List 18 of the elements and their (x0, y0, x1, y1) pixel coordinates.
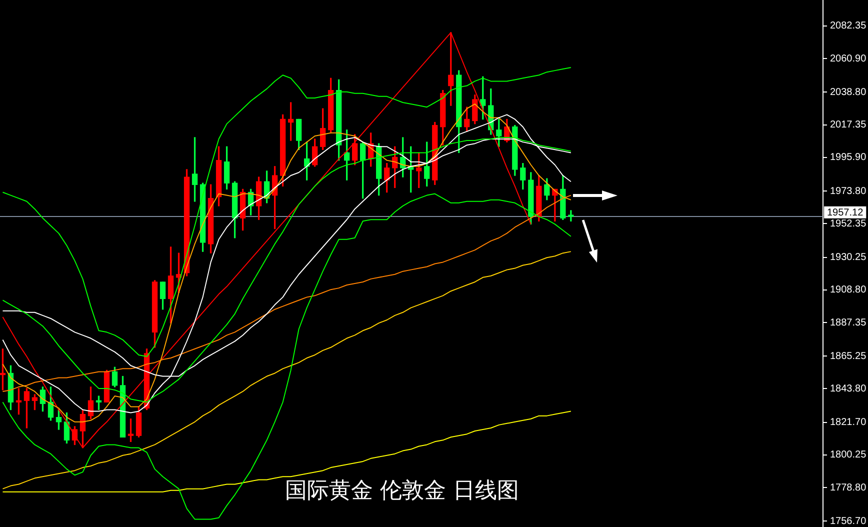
y-tick-label: 2038.80 (830, 86, 867, 98)
y-tick-label: 2017.35 (830, 120, 867, 131)
ref-line-label: 1957.12 (827, 208, 864, 219)
y-tick-label: 1865.25 (830, 350, 867, 362)
y-tick-label: 1756.70 (830, 516, 867, 527)
y-tick-label: 2082.35 (830, 20, 867, 32)
y-tick-label: 1821.70 (830, 417, 867, 428)
y-tick-label: 1843.80 (830, 384, 867, 394)
y-tick-label: 2060.90 (830, 53, 867, 64)
y-tick-label: 1887.35 (830, 317, 867, 328)
y-tick-label: 1908.80 (830, 284, 867, 296)
y-tick-label: 1778.80 (830, 482, 867, 494)
y-tick-label: 1952.35 (830, 218, 867, 230)
y-tick-label: 1973.80 (830, 186, 867, 197)
text: 国际黄金 伦敦金 日线图 (285, 478, 520, 504)
y-tick-label: 1800.25 (830, 450, 867, 461)
y-tick-label: 1995.90 (830, 152, 867, 164)
y-tick-label: 1930.25 (830, 252, 867, 264)
